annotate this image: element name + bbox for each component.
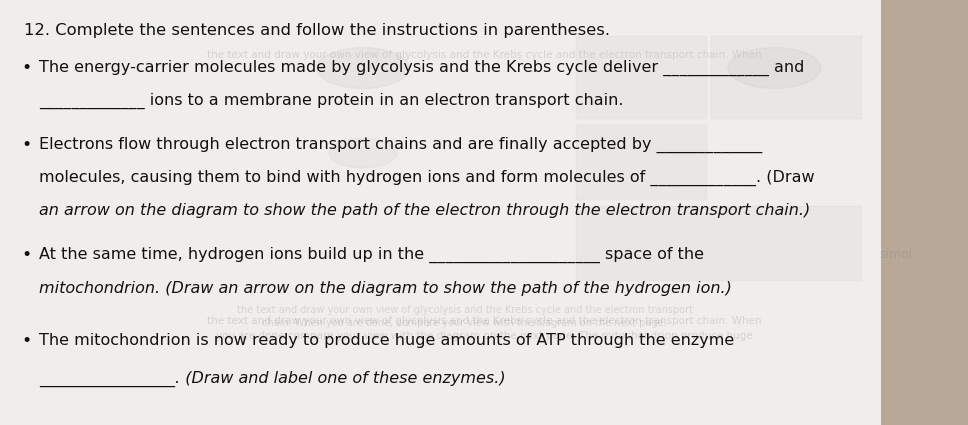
- Text: Electrons flow through electron transport chains and are finally accepted by ___: Electrons flow through electron transpor…: [39, 136, 762, 153]
- Text: The mitochondrion is now ready to produce huge amounts of ATP through the enzyme: The mitochondrion is now ready to produc…: [39, 333, 734, 348]
- Text: •: •: [21, 246, 32, 264]
- Text: At the same time, hydrogen ions build up in the _____________________ space of t: At the same time, hydrogen ions build up…: [39, 247, 704, 263]
- Text: the text and draw your own view of glycolysis and the Krebs cycle and the electr: the text and draw your own view of glyco…: [236, 305, 693, 315]
- Text: chain. When you are done, compare your view with the diagram on the next page.: chain. When you are done, compare your v…: [262, 318, 667, 328]
- Text: simol: simol: [879, 249, 912, 261]
- Text: •: •: [21, 136, 32, 153]
- FancyBboxPatch shape: [0, 0, 881, 425]
- Bar: [576, 206, 862, 280]
- Text: _____________ ions to a membrane protein in an electron transport chain.: _____________ ions to a membrane protein…: [39, 93, 623, 109]
- Text: 12. Complete the sentences and follow the instructions in parentheses.: 12. Complete the sentences and follow th…: [24, 23, 610, 38]
- Text: the text and draw your own view of glycolysis and the Krebs cycle and the electr: the text and draw your own view of glyco…: [207, 50, 761, 60]
- Text: •: •: [21, 59, 32, 77]
- Text: an arrow on the diagram to show the path of the electron through the electron tr: an arrow on the diagram to show the path…: [39, 203, 810, 218]
- Text: you are done compare your view with the diagram on the next page. The mitochondr: you are done compare your view with the …: [216, 331, 752, 341]
- Circle shape: [317, 48, 409, 88]
- Text: the text and draw your own view of glycolysis and the Krebs cycle and the electr: the text and draw your own view of glyco…: [207, 316, 761, 326]
- Bar: [576, 36, 707, 119]
- Text: _________________. (Draw and label one of these enzymes.): _________________. (Draw and label one o…: [39, 371, 505, 387]
- Text: mitochondrion. (Draw an arrow on the diagram to show the path of the hydrogen io: mitochondrion. (Draw an arrow on the dia…: [39, 280, 732, 296]
- Bar: [576, 125, 707, 200]
- Circle shape: [728, 48, 821, 88]
- Text: The energy-carrier molecules made by glycolysis and the Krebs cycle deliver ____: The energy-carrier molecules made by gly…: [39, 60, 804, 76]
- Text: molecules, causing them to bind with hydrogen ions and form molecules of _______: molecules, causing them to bind with hyd…: [39, 170, 814, 186]
- Bar: [711, 36, 862, 119]
- Text: •: •: [21, 332, 32, 350]
- Circle shape: [329, 138, 397, 168]
